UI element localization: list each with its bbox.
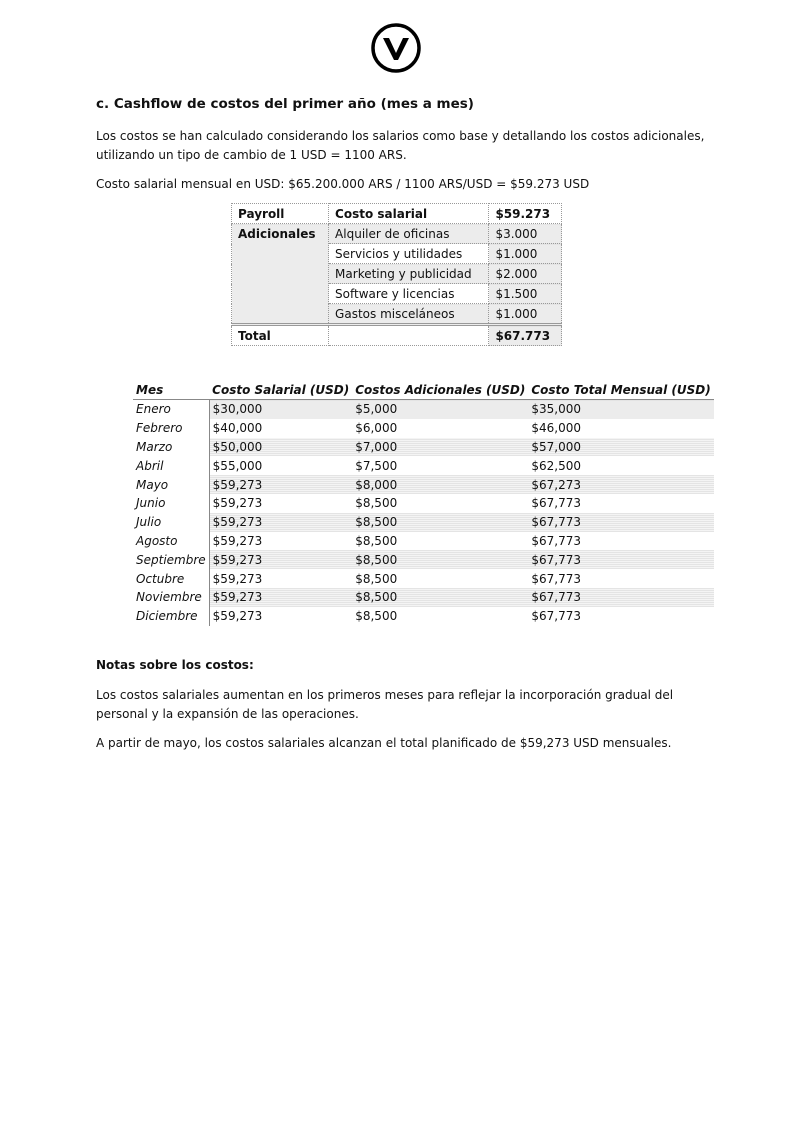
value-cell: $1.000: [488, 243, 562, 264]
salary-line: Costo salarial mensual en USD: $65.200.0…: [96, 177, 590, 191]
amount-cell: $59,273: [212, 533, 263, 548]
monthly-cashflow-table: Mes Costo Salarial (USD) Costos Adiciona…: [133, 380, 714, 626]
amount-cell: $55,000: [212, 458, 263, 473]
month-cell: Enero: [133, 399, 210, 419]
amount-cell: $67,773: [531, 496, 581, 511]
amount-cell: $8,500: [355, 609, 398, 624]
item-cell: Software y licencias: [328, 283, 490, 304]
amount-cell: $50,000: [209, 437, 353, 457]
month-cell: Julio: [133, 512, 210, 532]
amount-cell: $59,273: [209, 475, 353, 494]
item-cell: Alquiler de oficinas: [328, 223, 490, 244]
cost-summary-table: Payroll Costo salarial $59.273 Adicional…: [230, 203, 562, 346]
total-row: Total $67.773: [230, 323, 562, 346]
amount-cell: $8,500: [355, 533, 398, 548]
amount-cell: $67,773: [528, 550, 714, 570]
table-row: Septiembre $59,273 $8,500 $67,773: [133, 550, 714, 570]
column-header: Costo Salarial (USD): [209, 380, 353, 400]
notes-paragraph: Los costos salariales aumentan en los pr…: [96, 688, 674, 721]
notes-paragraph: A partir de mayo, los costos salariales …: [96, 736, 672, 750]
amount-cell: $59,273: [212, 571, 263, 586]
column-header: Costo Total Mensual (USD): [528, 380, 714, 400]
amount-cell: $8,500: [355, 571, 398, 586]
value-cell: $59.273: [488, 203, 562, 224]
table-row: Mayo $59,273 $8,000 $67,273: [133, 475, 714, 494]
month-cell: Febrero: [133, 418, 210, 438]
amount-cell: $8,500: [352, 587, 529, 607]
table-row: Octubre $59,273 $8,500 $67,773: [133, 569, 714, 588]
month-cell: Mayo: [133, 475, 210, 494]
amount-cell: $67,773: [531, 571, 581, 586]
amount-cell: $7,000: [352, 437, 529, 457]
amount-cell: $8,500: [355, 496, 398, 511]
item-cell: Servicios y utilidades: [328, 243, 490, 264]
month-cell: Septiembre: [133, 550, 210, 570]
notes-title: Notas sobre los costos:: [96, 658, 254, 672]
table-row: Junio $59,273 $8,500 $67,773: [133, 493, 714, 513]
amount-cell: $40,000: [212, 421, 263, 436]
item-cell: Costo salarial: [328, 203, 490, 224]
table-row: Noviembre $59,273 $8,500 $67,773: [133, 587, 714, 607]
table-row: Marzo $50,000 $7,000 $57,000: [133, 437, 714, 457]
table-row: Enero $30,000 $5,000 $35,000: [133, 399, 714, 419]
table-row: Julio $59,273 $8,500 $67,773: [133, 512, 714, 532]
section-heading: c. Cashflow de costos del primer año (me…: [96, 96, 474, 112]
value-cell: $2.000: [488, 263, 562, 284]
group-cell: Adicionales: [230, 223, 330, 325]
item-cell: Gastos misceláneos: [328, 303, 490, 325]
value-cell: $1.000: [488, 303, 562, 325]
table-row: Gastos misceláneos $1.000: [232, 303, 562, 325]
value-cell: $1.500: [488, 283, 562, 304]
month-cell: Octubre: [133, 569, 210, 588]
month-cell: Diciembre: [133, 606, 210, 626]
amount-cell: $57,000: [528, 437, 714, 457]
amount-cell: $67,773: [531, 533, 581, 548]
amount-cell: $59,273: [209, 550, 353, 570]
circle-v-logo-icon: [371, 23, 421, 73]
amount-cell: $67,773: [528, 587, 714, 607]
amount-cell: $6,000: [355, 421, 398, 436]
amount-cell: $8,500: [352, 512, 529, 532]
total-label: Total: [230, 323, 330, 346]
amount-cell: $5,000: [352, 399, 529, 419]
amount-cell: $67,773: [531, 609, 581, 624]
table-row: Adicionales Alquiler de oficinas $3.000: [230, 223, 562, 325]
table-row: Febrero $40,000 $6,000 $46,000: [133, 418, 714, 438]
total-value: $67.773: [488, 323, 562, 346]
amount-cell: $59,273: [209, 587, 353, 607]
amount-cell: $46,000: [531, 421, 581, 436]
column-header: Costos Adicionales (USD): [352, 380, 529, 400]
table-row: Servicios y utilidades $1.000: [232, 243, 562, 264]
item-cell: Marketing y publicidad: [328, 263, 490, 284]
amount-cell: $7,500: [355, 458, 398, 473]
amount-cell: $62,500: [531, 458, 581, 473]
amount-cell: $59,273: [209, 512, 353, 532]
amount-cell: $8,500: [352, 550, 529, 570]
amount-cell: $67,773: [528, 512, 714, 532]
amount-cell: $35,000: [528, 399, 714, 419]
table-row: Diciembre $59,273 $8,500 $67,773: [133, 606, 714, 626]
month-cell: Noviembre: [133, 587, 210, 607]
table-row: Abril $55,000 $7,500 $62,500: [133, 456, 714, 476]
month-cell: Abril: [133, 456, 210, 476]
table-row: Agosto $59,273 $8,500 $67,773: [133, 531, 714, 551]
amount-cell: $8,000: [352, 475, 529, 494]
intro-paragraph: Los costos se han calculado considerando…: [96, 129, 705, 162]
empty-cell: [328, 323, 490, 346]
month-cell: Marzo: [133, 437, 210, 457]
month-cell: Agosto: [133, 531, 210, 551]
amount-cell: $59,273: [212, 609, 263, 624]
table-row: Payroll Costo salarial $59.273: [230, 203, 562, 224]
group-cell: Payroll: [230, 203, 330, 224]
month-cell: Junio: [133, 493, 210, 513]
amount-cell: $30,000: [209, 399, 353, 419]
value-cell: $3.000: [488, 223, 562, 244]
amount-cell: $67,273: [528, 475, 714, 494]
header-row: Mes Costo Salarial (USD) Costos Adiciona…: [133, 380, 714, 400]
amount-cell: $59,273: [212, 496, 263, 511]
column-header: Mes: [133, 380, 210, 400]
